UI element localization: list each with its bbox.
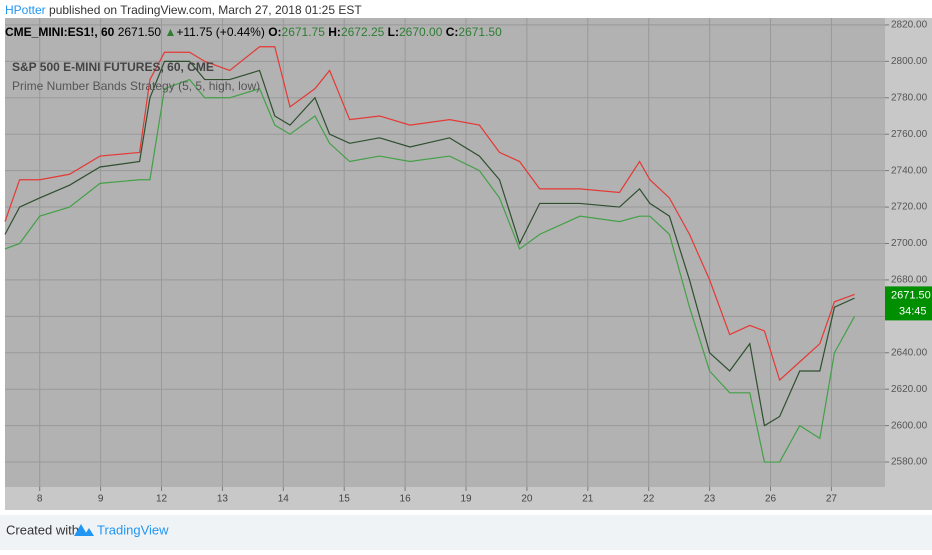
x-tick-label: 27 [826,494,838,505]
x-tick-label: 22 [643,494,655,505]
symbol-line: CME_MINI:ES1!, 60 2671.50 ▲+11.75 (+0.44… [5,25,502,39]
x-tick-label: 23 [704,494,716,505]
x-tick-label: 20 [521,494,533,505]
chart-subtitle: Prime Number Bands Strategy (5, 5, high,… [12,79,260,93]
author[interactable]: HPotter [5,3,46,17]
x-tick-label: 13 [217,494,229,505]
series-line [4,46,855,382]
last-price-label: 2671.50 [891,289,931,301]
countdown: 34:45 [899,305,927,317]
x-tick-label: 9 [98,494,104,505]
change: +11.75 (+0.44%) [176,25,265,39]
plot-area [5,18,885,487]
chart-title: S&P 500 E-MINI FUTURES, 60, CME [12,60,214,74]
header-line: HPotter published on TradingView.com, Ma… [5,3,362,17]
symbol: CME_MINI:ES1!, 60 [5,25,115,39]
y-tick-label: 2800.00 [891,56,928,67]
y-tick-label: 2820.00 [891,20,928,31]
o-label: O: [268,25,281,39]
x-tick-label: 26 [765,494,777,505]
y-axis-strip [885,18,932,510]
footer-created: Created with [6,522,79,537]
open: 2671.75 [282,25,326,39]
y-tick-label: 2760.00 [891,129,928,140]
y-tick-label: 2580.00 [891,457,928,468]
x-tick-label: 14 [278,494,290,505]
x-tick-label: 16 [400,494,412,505]
y-tick-label: 2740.00 [891,165,928,176]
published: published on TradingView.com, March 27, … [49,3,362,17]
last-price-box [885,286,932,321]
high: 2672.25 [341,25,385,39]
x-tick-label: 21 [582,494,594,505]
arrow: ▲ [164,25,176,39]
series-line [4,78,856,463]
low: 2670.00 [399,25,443,39]
x-tick-label: 12 [156,494,168,505]
footer-bar [0,515,932,550]
marks [4,46,856,463]
x-tick-label: 8 [37,494,43,505]
y-tick-label: 2620.00 [891,384,928,395]
c-label: C: [446,25,459,39]
x-axis-strip [5,487,885,510]
close: 2671.50 [458,25,502,39]
y-tick-label: 2780.00 [891,92,928,103]
footer-brand[interactable]: TradingView [97,522,169,537]
l-label: L: [388,25,399,39]
h-label: H: [328,25,341,39]
y-tick-label: 2640.00 [891,347,928,358]
y-tick-label: 2600.00 [891,420,928,431]
grid [5,18,889,491]
x-tick-label: 15 [339,494,351,505]
price: 2671.50 [118,25,162,39]
tradingview-logo [74,524,94,536]
y-tick-label: 2720.00 [891,202,928,213]
y-tick-label: 2680.00 [891,275,928,286]
series-line [4,60,855,427]
y-tick-label: 2700.00 [891,238,928,249]
x-tick-label: 19 [460,494,472,505]
